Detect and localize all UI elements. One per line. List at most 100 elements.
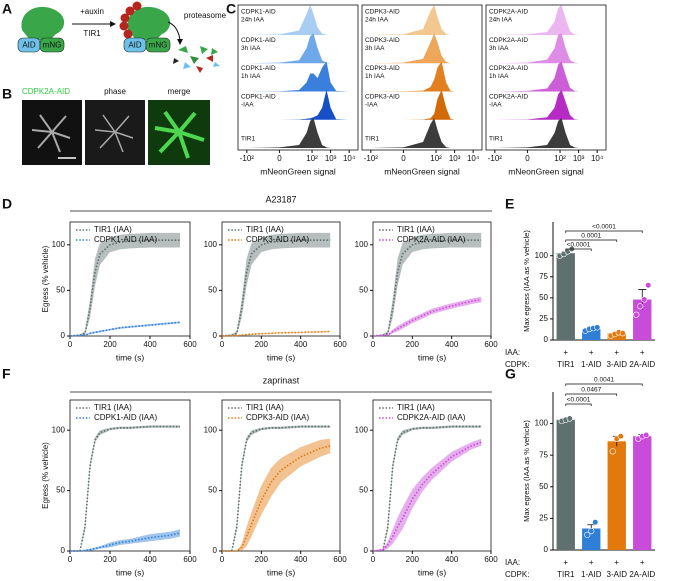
y-tick-label: 100 <box>204 425 218 434</box>
tag-label: AID <box>22 41 36 50</box>
x-tick-label: 400 <box>143 555 157 564</box>
x-tick-label: 10² <box>430 154 442 163</box>
plot-frame <box>237 4 359 151</box>
p-value: 0.0041 <box>594 377 614 384</box>
treatment-label: + <box>563 558 568 567</box>
plot-frame <box>361 4 483 151</box>
y-axis-label: Max egress (IAA as % vehicle) <box>522 230 531 332</box>
y-tick-label: 0 <box>544 335 549 344</box>
x-tick-label: 600 <box>333 555 347 564</box>
row-label: -IAA <box>241 101 254 108</box>
data-point <box>566 415 573 422</box>
x-tick-label: 200 <box>255 555 269 564</box>
x-tick-label: 600 <box>484 340 498 349</box>
ubiquitin-chain <box>119 1 142 39</box>
data-point <box>588 527 595 535</box>
y-tick-label: 100 <box>52 240 66 249</box>
y-axis-label: Egress (% vehicle) <box>41 245 50 312</box>
significance-bracket <box>565 383 643 386</box>
y-tick-label: 0 <box>61 546 66 555</box>
row-label: 24h IAA <box>241 17 265 24</box>
data-point <box>641 296 648 303</box>
row-label: TIR1 <box>241 136 255 143</box>
x-axis-label: mNeonGreen signal <box>508 166 584 176</box>
row-label: -IAA <box>365 101 378 108</box>
row-label: CDPK3-AID <box>365 65 400 72</box>
row-label: CDPK3-AID <box>365 93 400 100</box>
x-tick-label: 10⁴ <box>343 154 356 163</box>
row-label: CDPK2A-AID <box>489 65 528 72</box>
row-label: CDPK3-AID <box>365 37 400 44</box>
y-tick-label: 50 <box>208 286 217 295</box>
row-label: 24h IAA <box>365 17 389 24</box>
significance-bracket <box>565 403 592 406</box>
protein-shape <box>21 6 65 40</box>
treatment-label: + <box>589 348 594 357</box>
row-label: 1h IAA <box>241 73 261 80</box>
category-label: 2A-AID <box>629 570 655 579</box>
tag-label: AID <box>128 41 142 50</box>
series-line <box>222 425 331 552</box>
y-tick-label: 75 <box>539 272 548 281</box>
tag-label: mNG <box>43 41 62 50</box>
row-label: 1h IAA <box>489 73 509 80</box>
error-band <box>222 232 331 336</box>
row-label: CDPK2A-AID <box>489 9 528 16</box>
bar <box>556 253 575 340</box>
protein-shape <box>127 6 171 40</box>
arrow-head <box>177 39 183 45</box>
plot-frame <box>221 399 341 552</box>
row-label: 24h IAA <box>489 17 513 24</box>
panel-label: C <box>226 1 236 17</box>
x-tick-label: 10⁴ <box>591 154 604 163</box>
panel-label: G <box>505 366 516 382</box>
plot-frame <box>221 221 341 337</box>
degrader-label: proteasome <box>184 11 227 20</box>
y-axis-label: Max egress (IAA as % vehicle) <box>522 420 531 522</box>
data-point <box>609 448 616 455</box>
y-tick-label: 0 <box>544 545 549 554</box>
channel-label: phase <box>104 87 126 96</box>
row-label: 3h IAA <box>241 45 261 52</box>
series-line <box>70 532 181 552</box>
x-tick-label: 10⁴ <box>467 154 480 163</box>
bar <box>633 299 652 340</box>
legend-label: TIR1 (IAA) <box>397 225 435 234</box>
x-tick-label: 400 <box>445 555 459 564</box>
p-value: <0.0001 <box>567 397 591 404</box>
bar <box>607 441 626 550</box>
row-label: CDPK: <box>505 360 529 369</box>
row-label: 3h IAA <box>365 45 385 52</box>
section-title: zaprinast <box>263 375 300 385</box>
error-band <box>222 438 331 551</box>
ligase-label: TIR1 <box>83 29 101 38</box>
data-point <box>592 519 599 526</box>
x-axis-label: time (s) <box>418 567 447 577</box>
x-tick-label: -10² <box>364 154 379 163</box>
x-tick-label: 0 <box>68 340 73 349</box>
bar <box>582 329 601 340</box>
error-band <box>373 232 482 336</box>
plot-frame <box>372 399 492 552</box>
series-line <box>372 298 482 337</box>
series-line <box>69 321 181 337</box>
x-tick-label: 600 <box>484 555 498 564</box>
plot-frame <box>69 399 191 552</box>
significance-bracket <box>565 239 618 242</box>
p-value: <0.0001 <box>592 224 616 231</box>
x-tick-label: 600 <box>183 340 197 349</box>
x-tick-label: 200 <box>406 555 420 564</box>
y-tick-label: 100 <box>52 425 66 434</box>
y-tick-label: 50 <box>56 486 65 495</box>
y-tick-label: 50 <box>359 286 368 295</box>
y-tick-label: 75 <box>539 450 548 459</box>
plot-frame <box>485 4 607 151</box>
x-tick-label: 0 <box>401 154 406 163</box>
category-label: 1-AID <box>581 570 602 579</box>
x-tick-label: 200 <box>103 555 117 564</box>
series-line <box>221 330 331 337</box>
row-label: CDPK: <box>505 570 529 579</box>
x-tick-label: 0 <box>525 154 530 163</box>
x-axis-label: time (s) <box>418 352 447 362</box>
